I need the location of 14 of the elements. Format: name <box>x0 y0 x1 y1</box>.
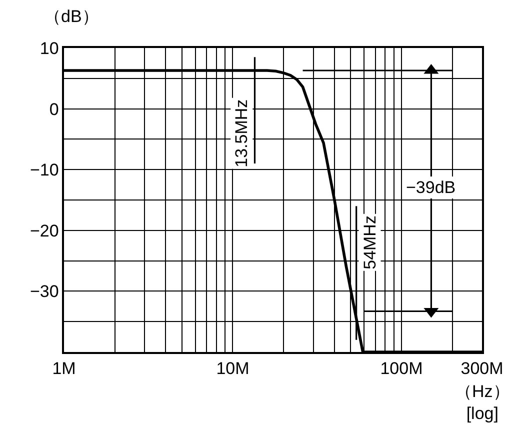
x-tick-label: 100M <box>380 359 423 378</box>
x-tick-label: 10M <box>216 359 250 378</box>
y-tick-label: −10 <box>30 160 59 180</box>
x-axis-title: （Hz） [log] <box>455 382 510 424</box>
y-tick-label: −20 <box>30 221 59 240</box>
annotation: 13.5MHz <box>232 99 252 168</box>
annotation: 54MHz <box>360 216 380 270</box>
y-tick-label: −30 <box>30 282 59 302</box>
y-axis-title: （dB） <box>44 7 99 26</box>
y-tick-label: 0 <box>49 100 59 119</box>
x-tick-label: 1M <box>52 359 76 378</box>
y-tick-label: 10 <box>40 38 59 58</box>
x-tick-label: 300M <box>460 359 504 378</box>
annotation: −39dB <box>406 178 456 197</box>
